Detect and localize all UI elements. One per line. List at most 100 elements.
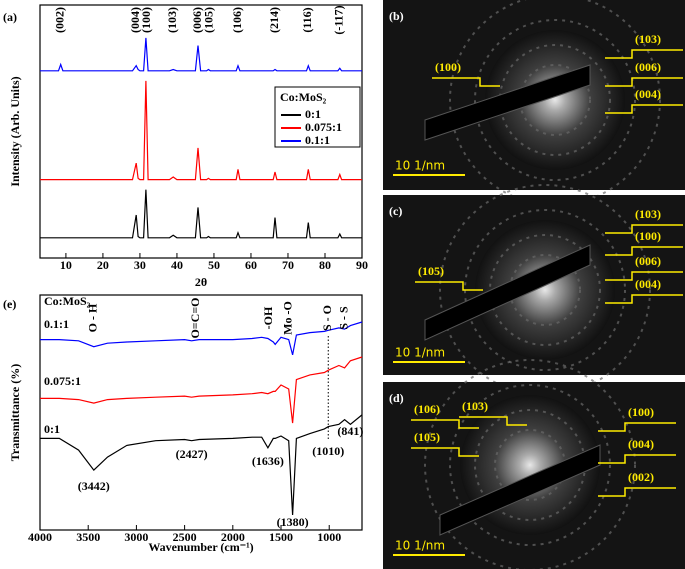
- y-axis-label: Transmittance (%): [8, 364, 22, 461]
- x-tick-label: 60: [245, 258, 257, 272]
- diffraction-ring: [509, 254, 581, 326]
- scale-bar-label: 10 1/nm: [395, 346, 445, 360]
- leader-line: [432, 77, 500, 87]
- peak-annotation: S - S: [336, 306, 350, 330]
- x-tick-label: 10: [60, 258, 72, 272]
- plane-label: (106): [414, 402, 440, 416]
- diffraction-ring: [489, 234, 601, 346]
- series-line: [40, 356, 363, 424]
- series-line: [40, 80, 362, 181]
- diffraction-ring: [499, 44, 611, 156]
- plane-label: (004): [635, 277, 661, 291]
- leader-line: [605, 77, 683, 87]
- diffraction-ring: [439, 184, 651, 396]
- plot-frame: [39, 294, 363, 531]
- x-tick-label: 3500: [76, 530, 100, 544]
- peak-annotation: (105): [201, 7, 215, 33]
- leader-line: [605, 294, 683, 304]
- x-axis-label: 2θ: [195, 275, 207, 289]
- legend-box: [274, 86, 361, 148]
- beam-stop: [424, 64, 591, 141]
- x-axis-label: Wavenumber (cm⁻¹): [148, 540, 253, 554]
- y-axis-label: Intensity (Arb. Units): [8, 76, 22, 186]
- peak-annotation: O=C=O: [188, 297, 202, 338]
- plane-label: (103): [462, 399, 488, 413]
- leader-line: [605, 104, 683, 114]
- leader-line: [598, 487, 676, 497]
- leader-line: [598, 422, 676, 432]
- plot-frame: [39, 4, 363, 259]
- scale-bar-label: 10 1/nm: [395, 539, 445, 553]
- x-tick-label: 20: [97, 258, 109, 272]
- plane-label: (103): [635, 207, 661, 221]
- x-tick-label: 4000: [28, 530, 52, 544]
- leader-line: [605, 49, 683, 59]
- leader-line: [605, 271, 683, 281]
- series-line: [40, 414, 363, 516]
- leader-line: [459, 416, 527, 426]
- plane-label: (105): [418, 264, 444, 278]
- peak-annotation: (106): [230, 7, 244, 33]
- x-tick-label: 50: [208, 258, 220, 272]
- peak-annotation: (004): [128, 7, 142, 33]
- series-line: [40, 37, 362, 72]
- peak-annotation: -OH: [261, 306, 275, 329]
- diffraction-ring: [449, 384, 611, 546]
- leader-line: [411, 419, 479, 429]
- plane-label: (100): [635, 229, 661, 243]
- leader-line: [605, 224, 683, 234]
- plane-label: (004): [635, 87, 661, 101]
- beam-stop: [424, 244, 591, 341]
- scale-bar-label: 10 1/nm: [395, 159, 445, 173]
- peak-annotation: S - O: [320, 305, 334, 331]
- image-label: (c): [389, 204, 402, 218]
- series-label: 0.1:1: [44, 317, 69, 331]
- plane-label: (006): [635, 254, 661, 268]
- legend-label: 0.1:1: [305, 133, 330, 147]
- peak-annotation: (214): [267, 7, 281, 33]
- leader-line: [605, 246, 683, 256]
- peak-annotation: (116): [300, 7, 314, 32]
- series-line: [40, 321, 363, 356]
- plane-label: (006): [635, 60, 661, 74]
- peak-annotation: O - H: [86, 303, 100, 332]
- diffraction-ring: [519, 64, 591, 136]
- diffraction-ring: [449, 0, 661, 206]
- x-tick-label: 70: [282, 258, 294, 272]
- x-tick-label: 40: [171, 258, 183, 272]
- plane-label: (100): [435, 60, 461, 74]
- plane-label: (105): [414, 430, 440, 444]
- diffraction-ring: [474, 19, 636, 181]
- plane-label: (103): [635, 32, 661, 46]
- image-label: (d): [389, 391, 404, 405]
- leader-line: [415, 281, 483, 291]
- series-label: 0:1: [44, 422, 60, 436]
- peak-annotation: (100): [139, 7, 153, 33]
- leader-line: [598, 454, 676, 464]
- x-tick-label: 2000: [221, 530, 245, 544]
- x-tick-label: 3000: [124, 530, 148, 544]
- image-label: (b): [389, 9, 404, 23]
- beam-stop: [439, 444, 601, 536]
- peak-annotation: (-117): [332, 5, 346, 34]
- x-tick-label: 1500: [269, 530, 293, 544]
- peak-label: (2427): [176, 447, 208, 461]
- peak-annotation: Mo -O: [280, 301, 294, 335]
- plane-label: (100): [628, 405, 654, 419]
- series-line: [40, 189, 362, 239]
- peak-label: (841): [337, 424, 363, 438]
- x-tick-label: 1000: [317, 530, 341, 544]
- series-label: 0.075:1: [44, 374, 81, 388]
- panel-label: (a): [3, 10, 17, 24]
- x-tick-label: 2500: [173, 530, 197, 544]
- legend-title: Co:MoS₂: [280, 90, 327, 104]
- legend-label: 0.075:1: [305, 120, 342, 134]
- peak-label: (3442): [78, 479, 110, 493]
- x-tick-label: 90: [356, 258, 368, 272]
- peak-annotation: (103): [165, 7, 179, 33]
- panel-label: (e): [3, 297, 16, 311]
- plane-label: (002): [628, 470, 654, 484]
- x-tick-label: 30: [134, 258, 146, 272]
- peak-label: (1010): [312, 444, 344, 458]
